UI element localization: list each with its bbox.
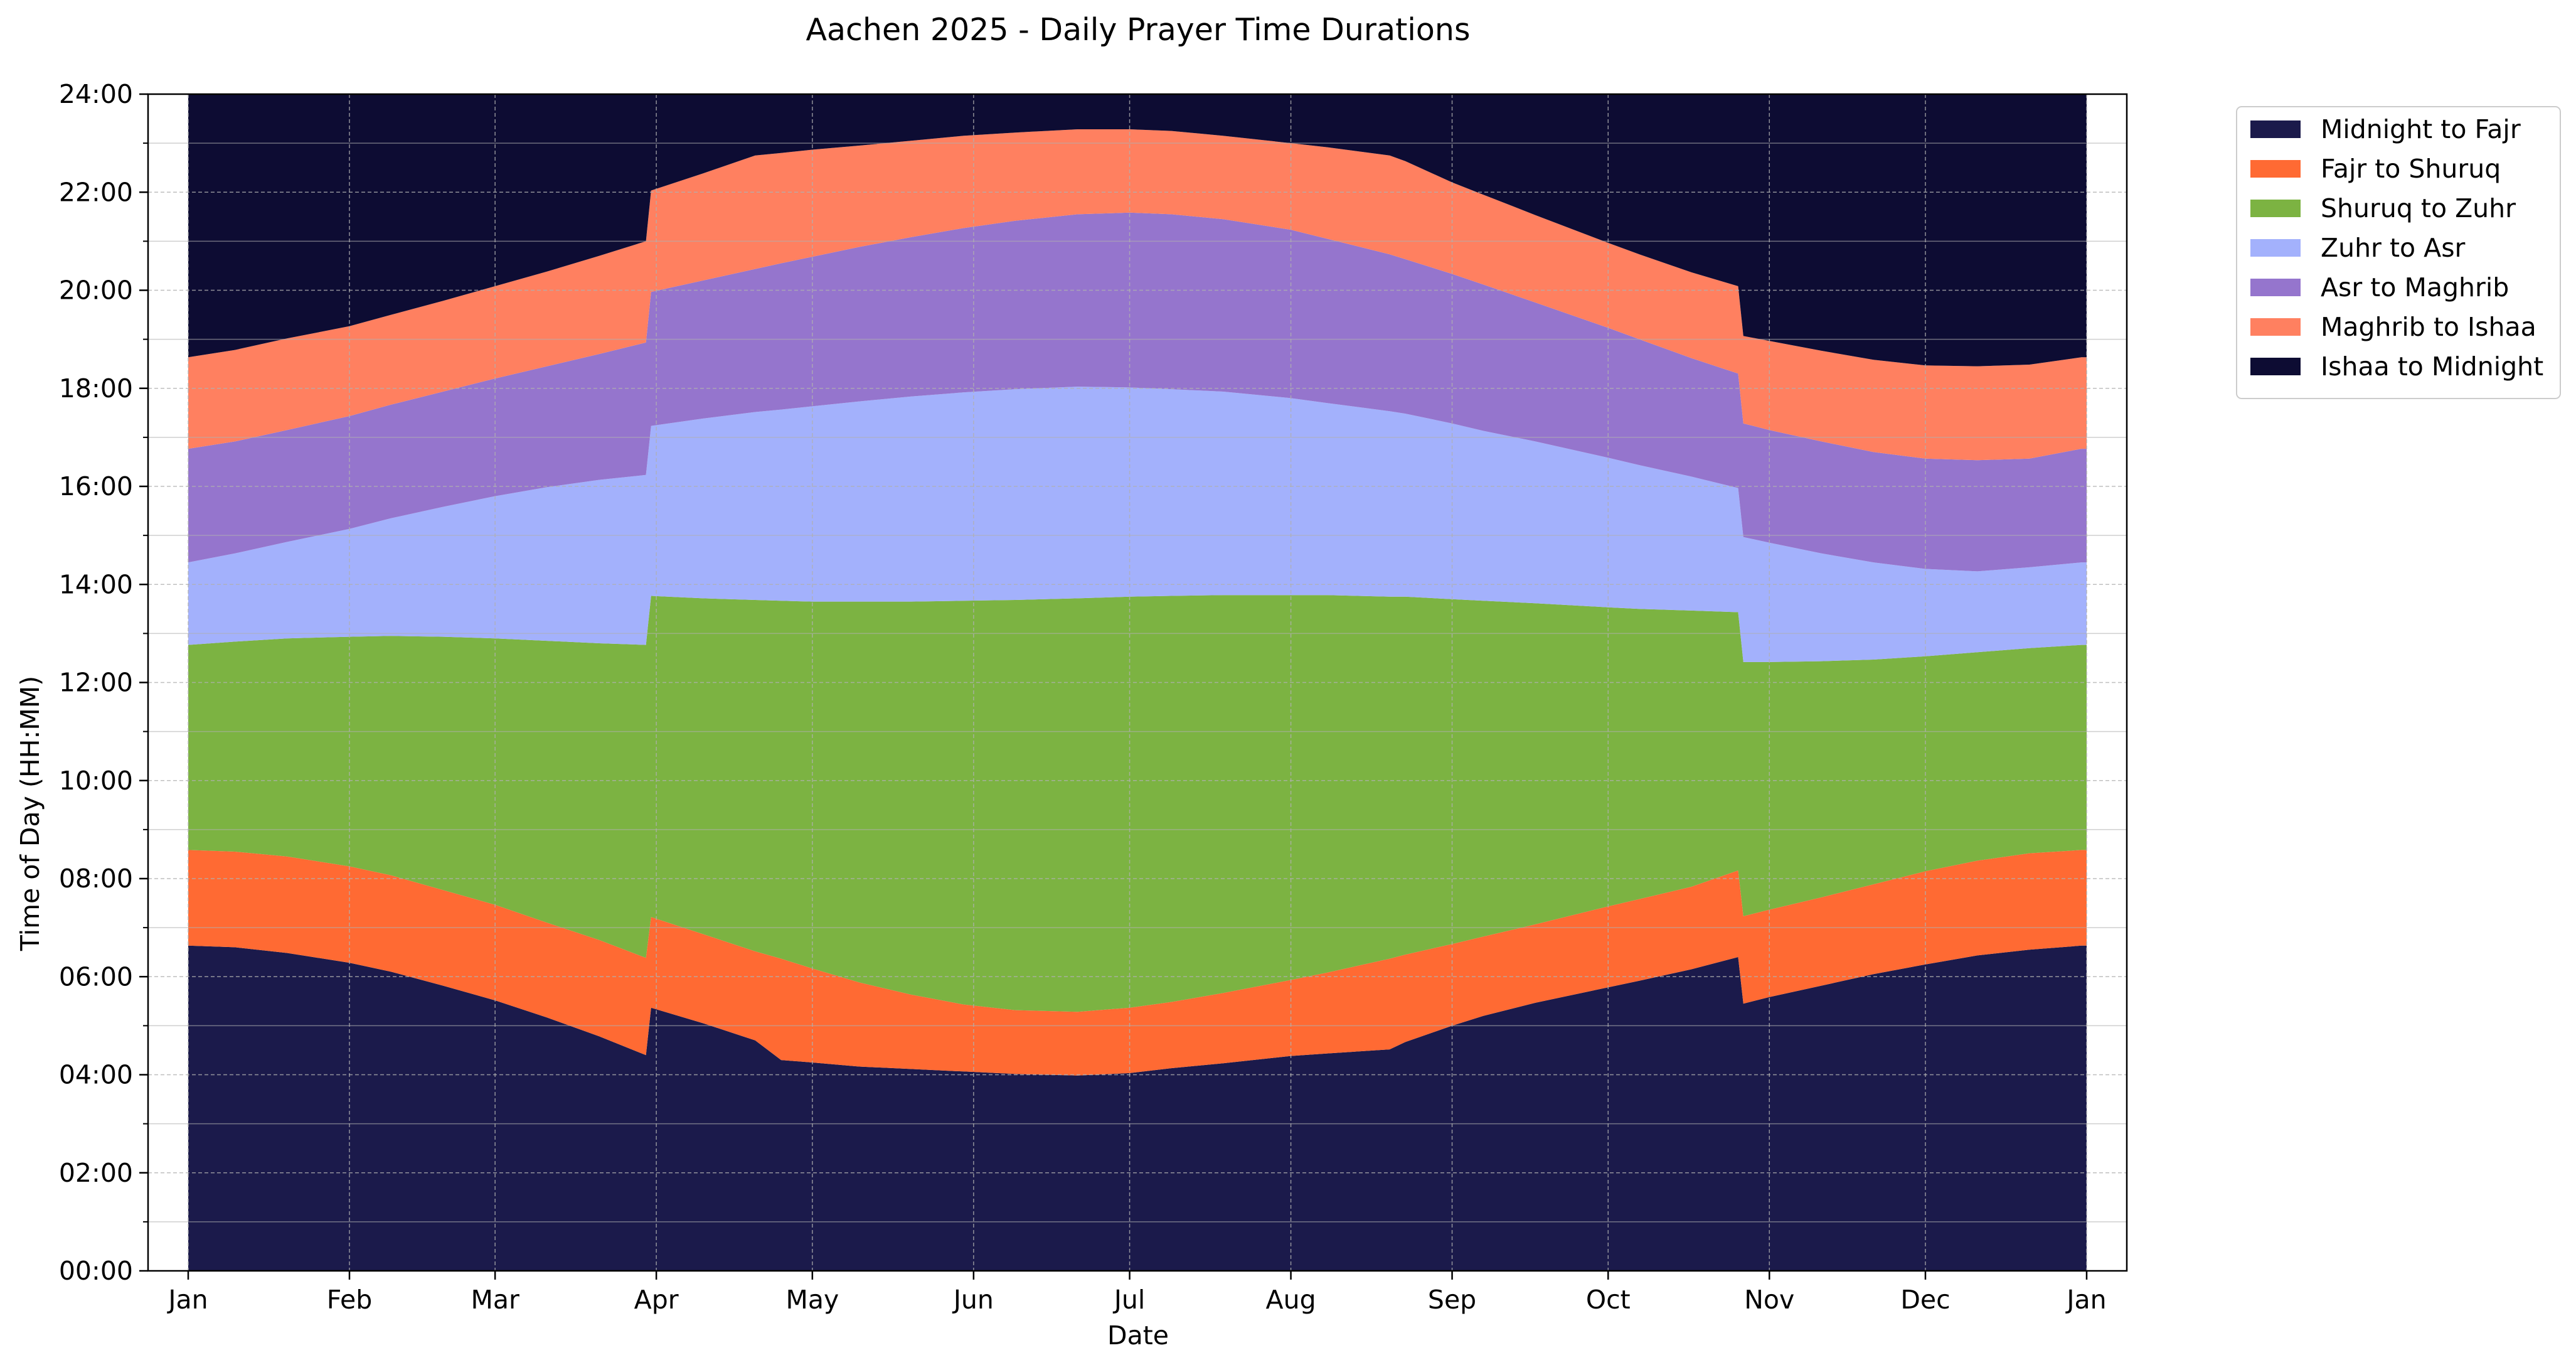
legend-label: Fajr to Shuruq [2321,154,2501,184]
x-tick-label: Jul [1112,1285,1145,1315]
legend-label: Maghrib to Ishaa [2321,312,2536,342]
y-tick-label: 00:00 [59,1256,133,1286]
axes-group: 00:00 02:00 04:00 06:00 08:00 10:00 12:00 14:00… [59,79,2128,1315]
x-tick-label: Dec [1900,1285,1950,1315]
x-tick-label: Feb [327,1285,373,1315]
x-tick-label: Jan [166,1285,208,1315]
y-axis-label: Time of Day (HH:MM) [15,676,45,951]
x-tick-label: Mar [471,1285,519,1315]
x-axis-label: Date [1107,1320,1169,1351]
y-tick-label: 02:00 [59,1158,133,1188]
x-tick-label: Apr [634,1285,679,1315]
area-asr-to-maghrib [188,212,2087,572]
legend-label: Zuhr to Asr [2321,233,2466,263]
legend-swatch [2250,279,2301,296]
legend-label: Midnight to Fajr [2321,114,2521,144]
y-tick-label: 10:00 [59,766,133,796]
legend-swatch [2250,200,2301,217]
x-tick-label: Jan [2065,1285,2106,1315]
legend: Midnight to Fajr Fajr to Shuruq Shuruq to … [2236,106,2561,399]
area-ishaa-to-midnight [188,94,2087,367]
y-tick-label: 18:00 [59,373,133,404]
legend-swatch [2250,160,2301,178]
y-tick-label: 06:00 [59,961,133,992]
area-midnight-to-fajr [188,945,2087,1271]
area-maghrib-to-ishaa [188,129,2087,461]
stacked-area-group [188,94,2087,1271]
legend-swatch [2250,318,2301,336]
x-tick-label: Nov [1744,1285,1794,1315]
y-tick-label: 12:00 [59,668,133,698]
y-tick-label: 04:00 [59,1060,133,1090]
legend-swatch [2250,358,2301,375]
y-tick-label: 14:00 [59,569,133,599]
y-tick-label: 24:00 [59,79,133,109]
chart-title: Aachen 2025 - Daily Prayer Time Duration… [806,12,1471,48]
y-tick-label: 20:00 [59,276,133,306]
area-shuruq-to-zuhr [188,595,2087,1012]
legend-box [2236,106,2561,399]
grid-lines [148,94,2127,1271]
x-tick-label: Aug [1266,1285,1316,1315]
x-tick-label: Oct [1586,1285,1631,1315]
area-zuhr-to-asr [188,387,2087,662]
legend-label: Asr to Maghrib [2321,272,2509,302]
y-tick-label: 08:00 [59,864,133,894]
y-tick-label: 16:00 [59,471,133,501]
x-tick-label: Sep [1428,1285,1476,1315]
legend-label: Shuruq to Zuhr [2321,193,2516,223]
area-fajr-to-shuruq [188,850,2087,1076]
x-tick-label: May [785,1285,839,1315]
y-tick-label: 22:00 [59,177,133,207]
legend-label: Ishaa to Midnight [2321,351,2543,382]
legend-swatch [2250,239,2301,257]
legend-swatch [2250,120,2301,138]
x-tick-label: Jun [952,1285,994,1315]
